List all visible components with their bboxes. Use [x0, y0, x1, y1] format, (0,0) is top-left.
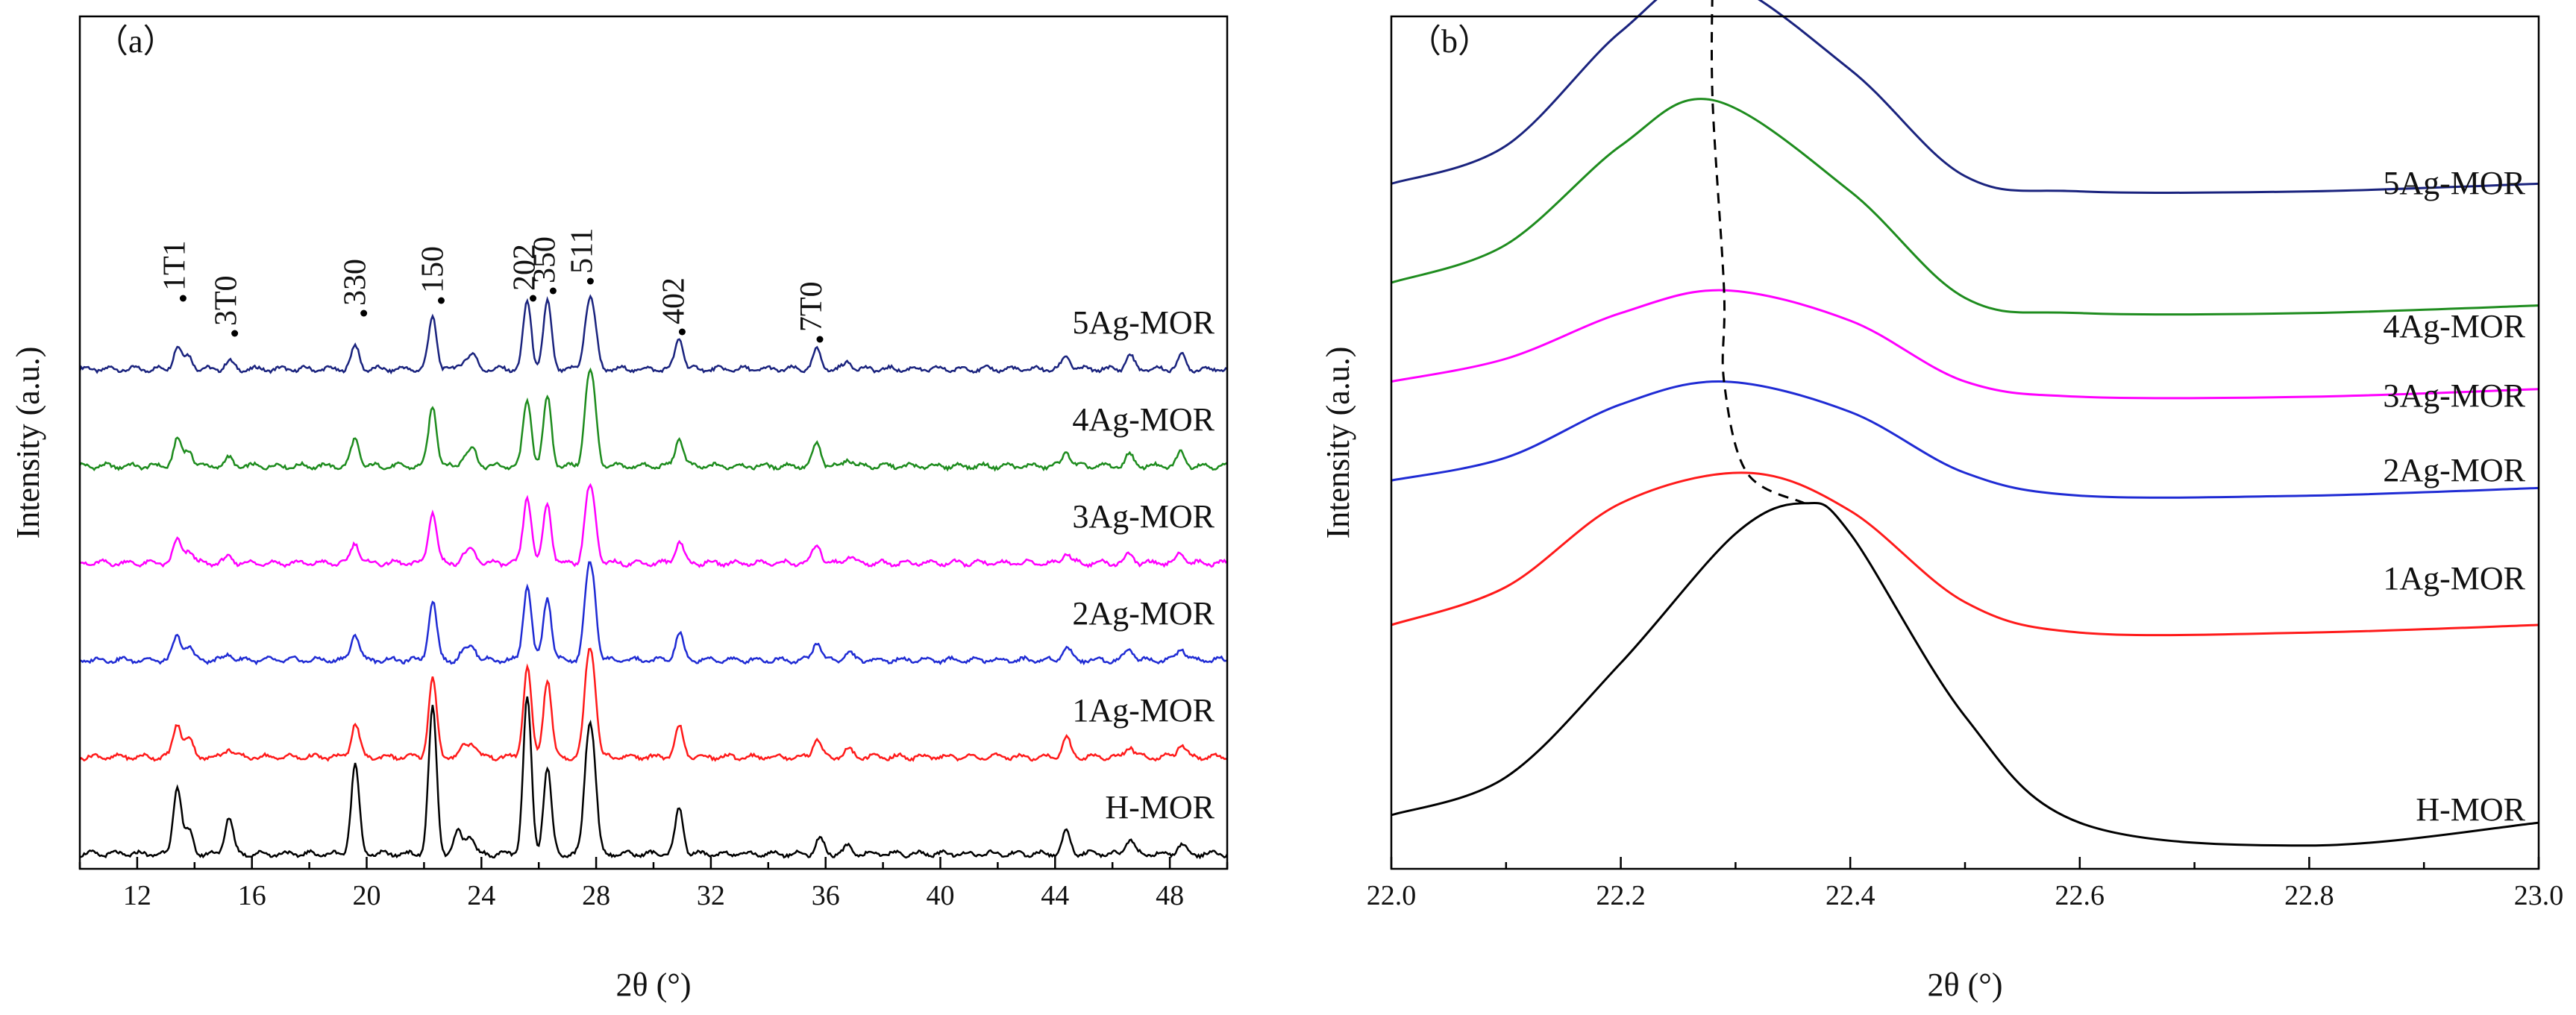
peak-marker-330	[360, 309, 368, 317]
peak-marker-350	[549, 287, 557, 295]
series-label-4Ag-MOR: 4Ag-MOR	[2383, 308, 2525, 345]
x-tick-label: 22.6	[2055, 880, 2105, 911]
series-label-1Ag-MOR: 1Ag-MOR	[1072, 692, 1215, 729]
x-tick-label: 22.8	[2284, 880, 2334, 911]
series-line-3Ag-MOR	[1391, 289, 2539, 400]
peak-marker-402	[678, 328, 686, 336]
peak-label-3T0: 3T0	[210, 275, 244, 326]
x-tick-label: 22.4	[1826, 880, 1875, 911]
peak-marker-150	[437, 297, 445, 304]
x-tick-label: 48	[1156, 880, 1184, 911]
x-tick-label: 40	[927, 880, 955, 911]
peak-label-350: 350	[527, 236, 562, 283]
panel-b-series-labels: 5Ag-MOR 4Ag-MOR 3Ag-MOR 2Ag-MOR 1Ag-MOR H-MOR	[2383, 165, 2525, 828]
series-line-2Ag-MOR	[79, 561, 1228, 666]
series-line-H-MOR	[1391, 501, 2539, 847]
peak-marker-511	[586, 277, 594, 285]
panel-a-plot-frame	[78, 15, 1229, 870]
panel-b-y-axis-label: Intensity (a.u.)	[1320, 347, 1356, 539]
series-label-3Ag-MOR: 3Ag-MOR	[2383, 377, 2525, 414]
panel-b-label: （b）	[1408, 23, 1491, 60]
series-label-5Ag-MOR: 5Ag-MOR	[1072, 304, 1215, 341]
x-tick-label: 44	[1041, 880, 1069, 911]
series-label-2Ag-MOR: 2Ag-MOR	[2383, 452, 2525, 488]
series-label-4Ag-MOR: 4Ag-MOR	[1072, 401, 1215, 438]
peak-label-150: 150	[416, 246, 450, 293]
series-label-5Ag-MOR: 5Ag-MOR	[2383, 165, 2525, 201]
peak-label-1T1: 1T1	[157, 240, 192, 291]
series-line-2Ag-MOR	[1391, 380, 2539, 499]
series-label-H-MOR: H-MOR	[1105, 789, 1215, 826]
peak-label-511: 511	[565, 228, 599, 274]
series-line-H-MOR	[79, 696, 1229, 860]
x-tick-label: 23.0	[2514, 880, 2564, 911]
panel-a-x-ticks: 12 16 20 24 28 32 36 40 44 48	[78, 857, 1229, 911]
x-tick-label: 22.2	[1596, 880, 1646, 911]
x-tick-label: 36	[812, 880, 840, 911]
panel-b-x-ticks: 22.0 22.2 22.4 22.6 22.8 23.0	[1367, 857, 2564, 911]
panel-b-peak-shift-trace	[1710, 0, 1805, 505]
panel-b-plot-frame	[1390, 15, 2540, 870]
peak-marker-1T1	[179, 295, 187, 302]
panel-a-x-axis-label: 2θ (°)	[616, 967, 692, 1003]
panel-a-series-labels: 5Ag-MOR 4Ag-MOR 3Ag-MOR 2Ag-MOR 1Ag-MOR H-MOR	[1072, 304, 1215, 826]
panel-a-curves	[78, 294, 1229, 860]
x-tick-label: 20	[353, 880, 381, 911]
series-line-3Ag-MOR	[79, 483, 1228, 569]
peak-marker-7T0	[816, 336, 824, 343]
series-line-5Ag-MOR	[78, 294, 1228, 375]
panel-a-y-axis-label: Intensity (a.u.)	[10, 347, 46, 539]
x-tick-label: 22.0	[1367, 880, 1417, 911]
series-line-5Ag-MOR	[1391, 0, 2539, 195]
panel-b: 5Ag-MOR 4Ag-MOR 3Ag-MOR 2Ag-MOR 1Ag-MOR H-MOR…	[1320, 0, 2563, 1003]
series-label-1Ag-MOR: 1Ag-MOR	[2383, 560, 2525, 597]
x-tick-label: 16	[238, 880, 266, 911]
series-label-2Ag-MOR: 2Ag-MOR	[1072, 595, 1215, 632]
series-label-3Ag-MOR: 3Ag-MOR	[1072, 498, 1215, 535]
x-tick-label: 28	[582, 880, 610, 911]
x-tick-label: 32	[697, 880, 725, 911]
series-line-1Ag-MOR	[79, 647, 1228, 762]
peak-marker-202	[530, 295, 537, 302]
panel-b-curves	[1391, 0, 2539, 847]
peak-label-330: 330	[339, 259, 373, 306]
x-tick-label: 24	[467, 880, 495, 911]
series-label-H-MOR: H-MOR	[2416, 791, 2525, 828]
peak-label-202: 202	[508, 244, 542, 291]
series-line-1Ag-MOR	[1391, 471, 2539, 637]
peak-label-7T0: 7T0	[795, 281, 829, 332]
series-line-4Ag-MOR	[1391, 98, 2539, 316]
series-line-4Ag-MOR	[78, 367, 1228, 472]
peak-label-402: 402	[656, 277, 691, 324]
x-tick-label: 12	[123, 880, 151, 911]
peak-marker-3T0	[231, 330, 239, 337]
panel-a: 5Ag-MOR 4Ag-MOR 3Ag-MOR 2Ag-MOR 1Ag-MOR H-MOR…	[10, 15, 1229, 1003]
panel-a-label: （a）	[95, 23, 176, 60]
panel-b-x-axis-label: 2θ (°)	[1928, 967, 2003, 1003]
